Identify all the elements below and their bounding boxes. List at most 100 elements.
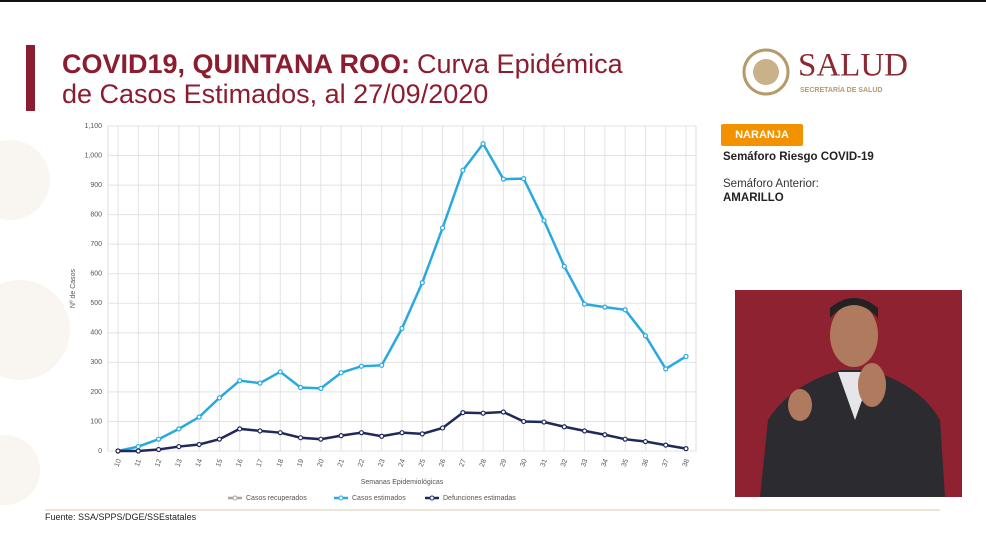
logo-subtitle: SECRETARÍA DE SALUD — [800, 85, 882, 94]
point — [176, 443, 182, 450]
point — [663, 366, 669, 372]
point — [155, 436, 162, 442]
x-tick-label: 28 — [479, 458, 488, 468]
title-bar — [26, 45, 35, 111]
point — [318, 385, 324, 391]
point — [541, 419, 547, 425]
title-line: de Casos Estimados, al 27/09/2020 — [62, 79, 488, 109]
point — [216, 436, 223, 442]
point — [683, 446, 689, 452]
point — [642, 438, 649, 445]
source: Fuente: SSA/SPPS/DGE/SSEstatales — [45, 512, 197, 522]
point — [196, 414, 202, 420]
point — [480, 410, 486, 416]
point — [135, 448, 141, 454]
point — [581, 301, 588, 307]
x-tick-label: 33 — [580, 458, 589, 468]
footer: Fuente: SSA/SPPS/DGE/SSEstatales — [45, 512, 197, 522]
point — [460, 409, 466, 416]
point — [622, 307, 628, 313]
badge-text: NARANJA — [735, 129, 789, 141]
y-tick-label: 800 — [90, 211, 102, 218]
chart: 0 100 200 300 400 500 600 700 800 900 1,000 1,100 10… — [70, 123, 697, 502]
point — [399, 430, 405, 436]
point — [358, 363, 365, 369]
x-tick-label: 31 — [540, 458, 549, 468]
previous-label: Semáforo Anterior: — [723, 178, 819, 190]
x-tick-label: 18 — [276, 458, 285, 468]
point — [176, 426, 182, 432]
x-tick-label: 14 — [195, 458, 204, 468]
point — [318, 436, 324, 442]
x-tick-label: 26 — [438, 458, 447, 468]
x-tick-label: 10 — [114, 458, 123, 468]
point — [277, 369, 283, 375]
point — [622, 436, 628, 442]
point — [663, 442, 669, 448]
point — [399, 325, 405, 331]
y-tick-label: 300 — [90, 359, 102, 366]
point — [237, 378, 243, 384]
point — [683, 353, 689, 360]
logo: SALUD SECRETARÍA DE SALUD — [742, 48, 908, 96]
y-tick-label: 700 — [90, 241, 102, 248]
y-tick-label: 900 — [90, 182, 102, 189]
x-tick-label: 23 — [377, 458, 386, 468]
x-tick-label: 34 — [601, 458, 610, 468]
top-border — [0, 0, 986, 2]
point — [155, 446, 162, 453]
y-tick-label: 400 — [90, 330, 102, 337]
title-line: Curva Epidémica — [417, 49, 624, 79]
x-tick-label: 13 — [175, 458, 184, 468]
point — [439, 425, 446, 431]
badge — [721, 124, 803, 146]
x-tick-label: 29 — [499, 458, 508, 468]
y-axis-label: Nº de Casos — [70, 268, 77, 308]
legend-label: Defunciones estimadas — [443, 495, 516, 502]
decoration — [0, 140, 70, 505]
point — [115, 448, 121, 454]
point — [500, 409, 507, 415]
y-tick-label: 0 — [98, 448, 102, 455]
point — [277, 430, 283, 436]
point — [642, 333, 649, 339]
interpreter-video — [735, 290, 962, 497]
point — [439, 225, 446, 231]
x-tick-label: 20 — [317, 458, 326, 468]
point — [338, 433, 344, 439]
point — [257, 380, 263, 386]
x-tick-label: 22 — [357, 458, 366, 468]
legend-marker — [232, 495, 238, 501]
legend-marker — [429, 495, 435, 501]
point — [379, 433, 385, 439]
x-tick-label: 30 — [519, 458, 528, 468]
title-bold: COVID19, QUINTANA ROO: — [62, 49, 410, 79]
legend-label: Casos estimados — [352, 495, 406, 502]
semaforo-label: Semáforo Riesgo COVID-19 — [723, 151, 874, 163]
x-tick-label: 36 — [641, 458, 650, 468]
point — [216, 395, 223, 401]
point — [480, 141, 486, 147]
x-tick-label: 32 — [560, 458, 569, 468]
point — [237, 426, 243, 432]
point — [419, 279, 425, 286]
point — [521, 175, 527, 182]
x-tick-label: 27 — [459, 458, 468, 468]
point — [521, 418, 527, 425]
y-tick-label: 500 — [90, 300, 102, 307]
legend-marker — [338, 495, 344, 501]
point — [297, 384, 304, 391]
y-tick-label: 200 — [90, 389, 102, 396]
point — [419, 431, 425, 437]
point — [297, 435, 304, 441]
y-tick-label: 100 — [90, 418, 102, 425]
y-tick-label: 1,100 — [84, 123, 102, 130]
x-tick-label: 25 — [418, 458, 427, 468]
x-tick-label: 38 — [682, 458, 691, 468]
x-tick-label: 15 — [215, 458, 224, 468]
x-tick-label: 35 — [621, 458, 630, 468]
x-tick-label: 19 — [296, 458, 305, 468]
logo-title: SALUD — [798, 48, 908, 84]
point — [602, 432, 608, 438]
